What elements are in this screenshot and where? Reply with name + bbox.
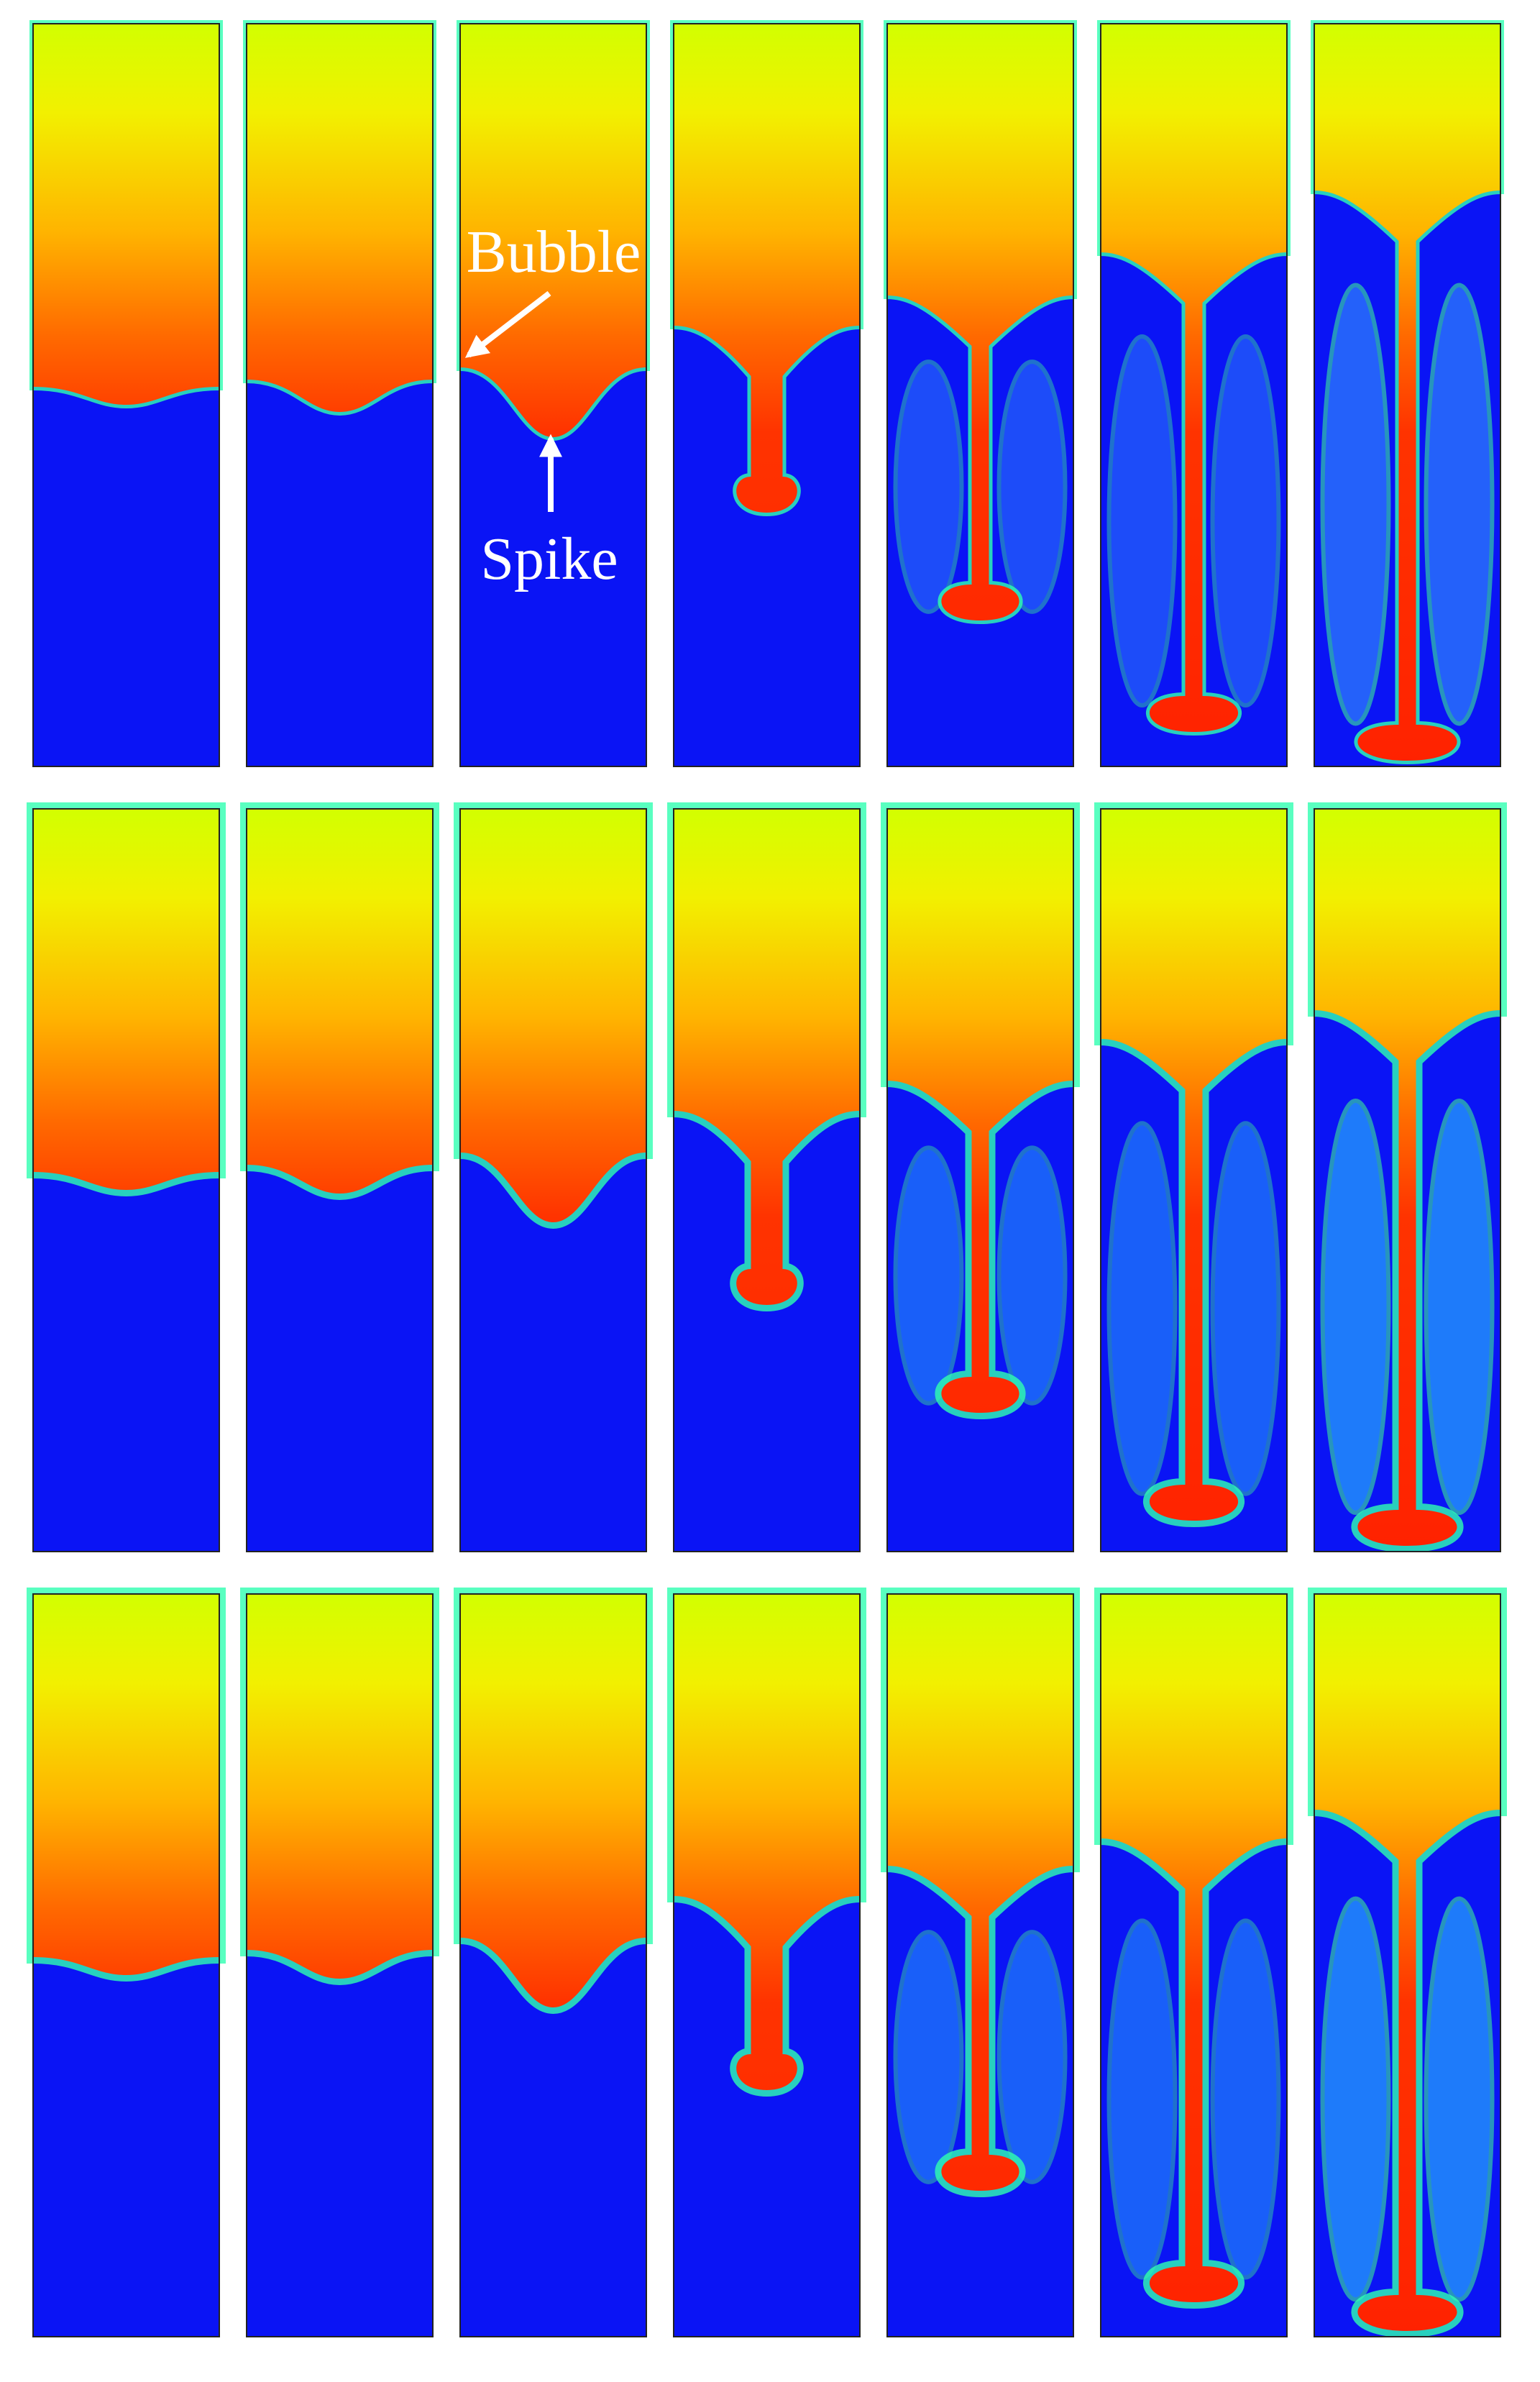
mixing-lobe — [1210, 1121, 1281, 1496]
panel-border — [886, 23, 1074, 767]
panel-border — [1100, 808, 1288, 1552]
heavy-fluid — [247, 1594, 433, 1979]
heavy-fluid — [887, 1594, 1073, 2191]
heavy-fluid — [887, 24, 1073, 620]
mixing-lobe — [1424, 283, 1495, 726]
mixing-lobe — [996, 1930, 1068, 2184]
panel — [1094, 802, 1293, 1552]
panel — [1097, 20, 1291, 767]
panel-border — [246, 808, 434, 1552]
heavy-fluid — [247, 809, 433, 1194]
panel — [27, 1588, 226, 2337]
panel-border — [1100, 1593, 1288, 2337]
heavy-fluid — [674, 1594, 860, 2090]
mixing-lobe — [1320, 1896, 1391, 2302]
heavy-fluid — [1314, 809, 1500, 1546]
interface-glow — [27, 802, 226, 1197]
mixing-lobe — [1106, 334, 1178, 708]
interface-glow — [1308, 1588, 1507, 2338]
annotations: Bubble Spike — [464, 219, 641, 592]
mixing-lobe — [1320, 1098, 1391, 1516]
panel — [240, 802, 439, 1552]
panel-border — [32, 23, 220, 767]
panel — [454, 802, 653, 1552]
spike-label: Spike — [480, 526, 618, 592]
heavy-fluid — [1101, 809, 1287, 1521]
interface-glow — [881, 1588, 1080, 2198]
heavy-fluid — [1314, 24, 1500, 761]
heavy-fluid — [1101, 1594, 1287, 2302]
heavy-fluid — [1314, 1594, 1500, 2331]
mixing-lobe — [1106, 1121, 1178, 1496]
panel — [243, 20, 436, 767]
mixing-lobe — [1424, 1896, 1495, 2302]
panel — [881, 1588, 1080, 2337]
heavy-fluid — [887, 809, 1073, 1413]
interface-glow — [240, 802, 439, 1201]
panel-border — [886, 808, 1074, 1552]
panel-grid — [27, 20, 1507, 2338]
mixing-lobe — [996, 359, 1068, 614]
panel — [884, 20, 1077, 767]
mixing-lobe — [1210, 1918, 1281, 2280]
bubble-label: Bubble — [467, 219, 641, 285]
mixing-lobe — [893, 359, 964, 614]
panel-border — [886, 1593, 1074, 2337]
heavy-fluid — [247, 24, 433, 412]
panel — [1311, 20, 1504, 767]
panel-border — [673, 23, 861, 767]
panel-border — [32, 808, 220, 1552]
interface-glow — [27, 1588, 226, 1982]
mixing-lobe — [1424, 1098, 1495, 1516]
heavy-fluid — [1101, 24, 1287, 732]
heavy-fluid — [460, 809, 646, 1222]
heavy-fluid — [460, 24, 646, 437]
mixing-lobe — [1320, 283, 1391, 726]
heavy-fluid — [674, 809, 860, 1305]
heavy-fluid — [33, 24, 219, 405]
panel — [667, 1588, 866, 2337]
panel — [1308, 802, 1507, 1553]
panel-border — [459, 1593, 647, 2337]
mixing-lobe — [893, 1930, 964, 2184]
panel — [670, 20, 863, 767]
panel-border — [673, 1593, 861, 2337]
panel-border — [1314, 1593, 1501, 2337]
mixing-lobe — [1210, 334, 1281, 708]
panel — [667, 802, 866, 1552]
panel — [457, 20, 650, 767]
panel-border — [32, 1593, 220, 2337]
panel-border — [1314, 23, 1501, 767]
panel-border — [459, 808, 647, 1552]
panel-border — [246, 23, 434, 767]
panel — [1308, 1588, 1507, 2338]
heavy-fluid — [674, 24, 860, 513]
interface-glow — [1308, 802, 1507, 1553]
panel — [240, 1588, 439, 2337]
panel — [1094, 1588, 1293, 2337]
panel — [454, 1588, 653, 2337]
panel — [881, 802, 1080, 1552]
interface-glow — [1094, 1588, 1293, 2309]
panel-border — [1314, 808, 1501, 1552]
interface-glow — [667, 1588, 866, 2097]
heavy-fluid — [33, 1594, 219, 1975]
bubble-arrow — [464, 290, 551, 358]
heavy-fluid — [33, 809, 219, 1190]
panel-border — [246, 1593, 434, 2337]
interface-glow — [1094, 802, 1293, 1528]
panel-border — [459, 23, 647, 767]
mixing-lobe — [1106, 1918, 1178, 2280]
panel-border — [1100, 23, 1288, 767]
panel-border — [673, 808, 861, 1552]
mixing-lobe — [996, 1145, 1068, 1406]
mixing-lobe — [893, 1145, 964, 1406]
heavy-fluid — [460, 1594, 646, 2007]
panel — [29, 20, 223, 767]
panel — [27, 802, 226, 1552]
interface-glow — [240, 1588, 439, 1986]
